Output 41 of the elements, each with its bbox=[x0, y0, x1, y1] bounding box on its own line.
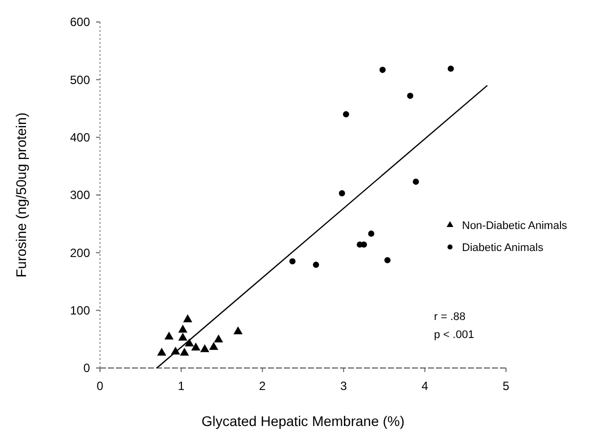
x-tick-label: 3 bbox=[340, 379, 348, 393]
y-tick-label: 0 bbox=[83, 361, 90, 376]
point bbox=[379, 66, 386, 73]
point bbox=[342, 111, 350, 118]
point bbox=[164, 332, 174, 340]
point bbox=[200, 344, 210, 352]
point bbox=[448, 66, 454, 72]
legend-label: Diabetic Animals bbox=[462, 242, 544, 254]
point bbox=[180, 348, 190, 356]
point bbox=[214, 334, 224, 342]
y-tick-label: 500 bbox=[70, 72, 90, 87]
point bbox=[233, 326, 243, 334]
point bbox=[312, 262, 320, 268]
x-tick-label: 0 bbox=[96, 379, 104, 393]
x-tick-label: 1 bbox=[178, 379, 185, 393]
x-axis-title: Glycated Hepatic Membrane (%) bbox=[201, 413, 405, 429]
y-axis-title: Furosine (ng/50ug protein) bbox=[13, 112, 29, 278]
point bbox=[183, 314, 192, 322]
x-tick-label: 5 bbox=[502, 379, 510, 393]
point bbox=[412, 178, 419, 185]
point bbox=[209, 342, 218, 350]
annotation: r = .88 bbox=[434, 311, 466, 323]
y-tick-label: 100 bbox=[70, 304, 90, 318]
point bbox=[407, 92, 414, 99]
legend-label: Non-Diabetic Animals bbox=[462, 220, 568, 232]
point bbox=[338, 190, 346, 196]
point bbox=[178, 332, 188, 341]
point bbox=[157, 348, 166, 356]
y-tick-label: 200 bbox=[70, 246, 90, 260]
point bbox=[384, 257, 391, 264]
point bbox=[184, 338, 194, 346]
x-tick-label: 4 bbox=[421, 379, 428, 393]
y-tick-label: 300 bbox=[70, 188, 90, 202]
annotation: p < .001 bbox=[434, 329, 474, 341]
x-tick-label: 2 bbox=[259, 379, 266, 393]
y-tick-label: 600 bbox=[70, 15, 90, 30]
point bbox=[191, 342, 200, 350]
point bbox=[368, 230, 374, 237]
point bbox=[289, 258, 296, 264]
y-tick-label: 400 bbox=[70, 130, 90, 145]
point bbox=[178, 324, 188, 333]
